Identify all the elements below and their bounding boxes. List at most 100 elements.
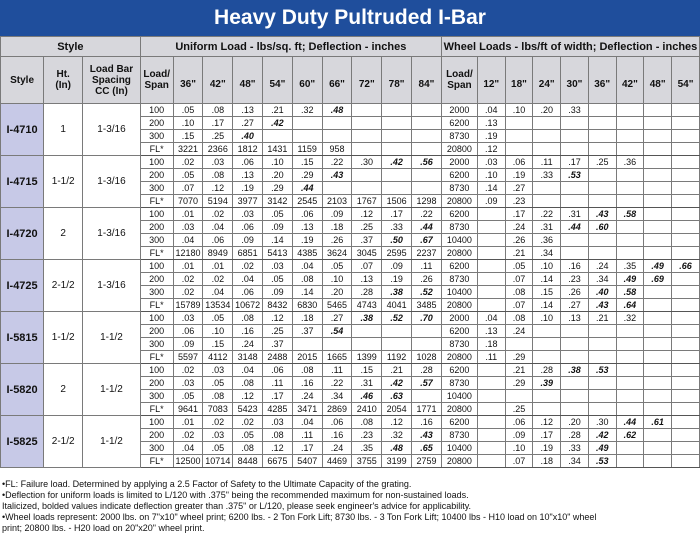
wheel-deflection-cell: .35: [615, 259, 645, 273]
uniform-deflection-cell: .20: [262, 168, 293, 182]
uniform-deflection-cell: .14: [262, 233, 293, 247]
wheel-deflection-cell: [560, 246, 589, 260]
uniform-deflection-cell: .06: [202, 233, 234, 247]
col-header-wheel-span: 36": [587, 56, 617, 104]
uniform-deflection-cell: .42: [262, 116, 293, 130]
uniform-deflection-cell: .10: [321, 272, 353, 286]
wheel-deflection-cell: [643, 428, 673, 442]
uniform-deflection-cell: .43: [321, 168, 353, 182]
wheel-deflection-cell: [476, 428, 506, 442]
uniform-deflection-cell: .24: [232, 337, 264, 351]
uniform-deflection-cell: 7070: [172, 194, 204, 208]
uniform-deflection-cell: 1506: [381, 194, 412, 208]
uniform-deflection-cell: 2869: [321, 402, 353, 416]
wheel-deflection-cell: .27: [560, 298, 589, 312]
col-header-uniform-span: 78": [381, 56, 412, 104]
uniform-deflection-cell: 3142: [262, 194, 293, 208]
uniform-deflection-cell: 3977: [232, 194, 264, 208]
wheel-deflection-cell: [615, 142, 645, 156]
wheel-deflection-cell: [643, 363, 673, 377]
uniform-deflection-cell: .21: [381, 363, 412, 377]
uniform-deflection-cell: .09: [232, 233, 264, 247]
uniform-deflection-cell: .02: [232, 415, 264, 429]
uniform-deflection-cell: .34: [321, 389, 353, 403]
uniform-load-label: 300: [139, 129, 174, 143]
uniform-deflection-cell: .65: [411, 441, 442, 455]
col-header-height: Ht. (In): [43, 56, 84, 104]
wheel-load-label: 6200: [440, 259, 478, 273]
wheel-deflection-cell: [615, 233, 645, 247]
uniform-deflection-cell: .22: [411, 207, 442, 221]
wheel-deflection-cell: [587, 389, 617, 403]
uniform-deflection-cell: 1192: [381, 350, 412, 364]
uniform-deflection-cell: .02: [172, 285, 204, 299]
wheel-deflection-cell: .26: [504, 233, 534, 247]
wheel-load-label: 2000: [440, 155, 478, 169]
wheel-deflection-cell: .23: [504, 194, 534, 208]
footnote-line: •Deflection for uniform loads is limited…: [2, 490, 469, 500]
wheel-deflection-cell: .09: [504, 428, 534, 442]
wheel-deflection-cell: [643, 402, 673, 416]
wheel-deflection-cell: .30: [587, 415, 617, 429]
wheel-deflection-cell: [532, 181, 562, 195]
wheel-deflection-cell: .58: [615, 285, 645, 299]
uniform-deflection-cell: [411, 103, 442, 117]
table-row: FL* 12180 8949 6851 5413 4385 3624 3045 2595 2237…: [1, 246, 700, 260]
uniform-deflection-cell: .02: [172, 155, 204, 169]
wheel-deflection-cell: .66: [671, 259, 700, 273]
uniform-deflection-cell: 5597: [172, 350, 204, 364]
uniform-deflection-cell: [321, 337, 353, 351]
footnote-line: print; 20800 lbs. - H20 load on 20"x20" …: [2, 523, 205, 533]
col-header-uniform-load: Load/Span: [139, 56, 174, 104]
wheel-deflection-cell: [476, 207, 506, 221]
wheel-deflection-cell: .34: [560, 454, 589, 468]
wheel-deflection-cell: .49: [643, 259, 673, 273]
uniform-deflection-cell: .11: [321, 363, 353, 377]
uniform-deflection-cell: .05: [232, 428, 264, 442]
wheel-deflection-cell: .10: [504, 441, 534, 455]
wheel-deflection-cell: [560, 402, 589, 416]
wheel-deflection-cell: .04: [476, 311, 506, 325]
uniform-load-label: 300: [139, 441, 174, 455]
wheel-load-label: 20800: [440, 194, 478, 208]
uniform-deflection-cell: .05: [172, 168, 204, 182]
uniform-deflection-cell: .07: [172, 181, 204, 195]
style-spacing: 1-1/2: [82, 311, 141, 364]
uniform-deflection-cell: 2759: [411, 454, 442, 468]
uniform-deflection-cell: 4469: [321, 454, 353, 468]
uniform-deflection-cell: .02: [202, 415, 234, 429]
footnote-line: Italicized, bolded values indicate defle…: [2, 501, 472, 511]
uniform-deflection-cell: .29: [262, 181, 293, 195]
uniform-deflection-cell: 3199: [381, 454, 412, 468]
wheel-deflection-cell: .10: [504, 103, 534, 117]
uniform-deflection-cell: .37: [291, 324, 323, 338]
wheel-deflection-cell: .40: [587, 285, 617, 299]
uniform-deflection-cell: 1812: [232, 142, 264, 156]
wheel-deflection-cell: .38: [560, 363, 589, 377]
uniform-deflection-cell: .67: [411, 233, 442, 247]
wheel-deflection-cell: .42: [587, 428, 617, 442]
group-header-row: Style Uniform Load - lbs/sq. ft; Deflect…: [0, 36, 700, 57]
table-row: FL* 9641 7083 5423 4285 3471 2869 2410 2054 1771 2…: [1, 402, 700, 416]
uniform-deflection-cell: .18: [321, 220, 353, 234]
uniform-deflection-cell: .44: [291, 181, 323, 195]
wheel-deflection-cell: [587, 350, 617, 364]
col-header-wheel-span: 18": [504, 56, 534, 104]
wheel-deflection-cell: .07: [504, 454, 534, 468]
uniform-deflection-cell: [321, 116, 353, 130]
style-spacing: 1-3/16: [82, 155, 141, 208]
uniform-deflection-cell: 9641: [172, 402, 204, 416]
uniform-load-label: 300: [139, 285, 174, 299]
group-header-wheel: Wheel Loads - lbs/ft of width; Deflectio…: [440, 36, 700, 57]
wheel-deflection-cell: .31: [560, 207, 589, 221]
uniform-deflection-cell: .12: [232, 389, 264, 403]
uniform-deflection-cell: .04: [232, 272, 264, 286]
uniform-deflection-cell: 10714: [202, 454, 234, 468]
wheel-deflection-cell: [476, 220, 506, 234]
wheel-deflection-cell: [643, 376, 673, 390]
uniform-deflection-cell: .08: [202, 168, 234, 182]
wheel-deflection-cell: [671, 402, 700, 416]
uniform-deflection-cell: [351, 129, 383, 143]
uniform-deflection-cell: 1771: [411, 402, 442, 416]
uniform-deflection-cell: .56: [411, 155, 442, 169]
